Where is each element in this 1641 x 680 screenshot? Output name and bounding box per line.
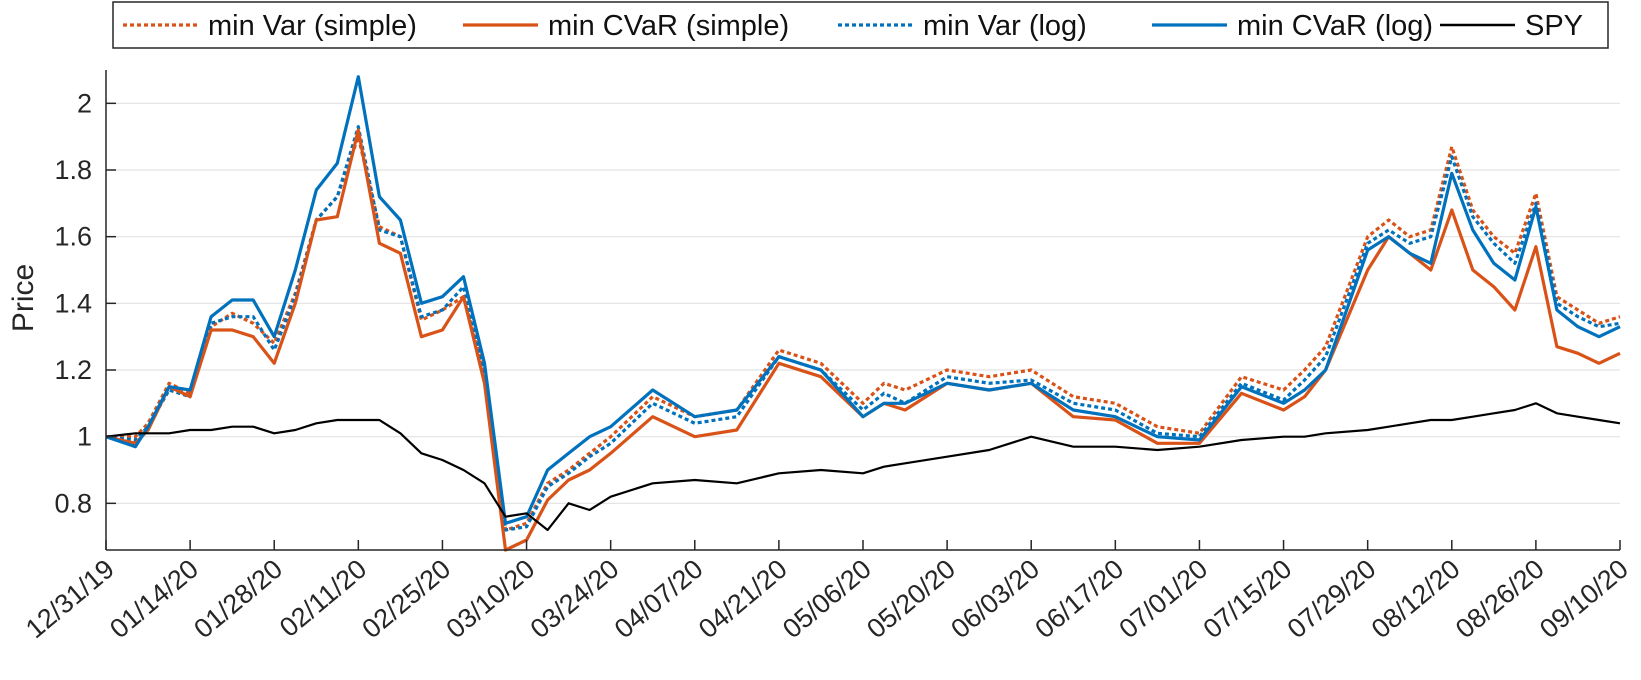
x-tick-label: 05/20/20 [861,554,961,645]
x-tick-label: 03/10/20 [441,554,541,645]
x-tick-label: 07/29/20 [1282,554,1382,645]
x-tick-label: 06/03/20 [945,554,1045,645]
x-tick-label: 07/15/20 [1198,554,1298,645]
x-tick-label: 09/10/20 [1534,554,1634,645]
y-tick-label: 1.2 [54,355,92,385]
x-tick-label: 04/21/20 [693,554,793,645]
axes: Price [7,70,1620,551]
y-tick-label: 1.4 [54,288,92,318]
y-axis-label: Price [7,264,40,332]
tick-labels: 0.8 1 1.2 1.4 1.6 1.8 2 12/31/1901/14/2001/28/2… [20,88,1634,644]
legend: min Var (simple) min CVaR (simple) min Var… [112,1,1609,49]
y-tick-label: 1.8 [54,155,92,185]
legend-label: SPY [1525,10,1583,42]
x-tick-label: 12/31/19 [20,554,120,645]
series-line-min-var-log [105,125,1621,532]
x-tick-label: 05/06/20 [777,554,877,645]
x-tick-label: 01/28/20 [188,554,288,645]
x-tick-label: 04/07/20 [609,554,709,645]
series-line-min-cvar-log [105,75,1621,525]
series-line-min-cvar-simple [105,128,1621,552]
x-tick-label: 08/12/20 [1366,554,1466,645]
x-tick-label: 02/25/20 [356,554,456,645]
legend-label: min Var (log) [923,10,1087,42]
y-tick-label: 1 [77,422,92,452]
y-tick-label: 2 [77,88,92,118]
x-tick-label: 07/01/20 [1113,554,1213,645]
series-line-spy [105,402,1621,532]
legend-label: min Var (simple) [208,10,417,42]
legend-label: min CVaR (simple) [548,10,789,42]
series-lines [105,75,1621,552]
x-tick-label: 03/24/20 [525,554,625,645]
y-tick-label: 1.6 [54,222,92,252]
legend-label: min CVaR (log) [1237,10,1433,42]
series-line-min-var-simple [106,135,1621,532]
x-tick-label: 01/14/20 [104,554,204,645]
x-tick-label: 08/26/20 [1450,554,1550,645]
x-tick-label: 02/11/20 [274,554,372,643]
grid-lines [106,102,1620,504]
y-tick-label: 0.8 [54,488,92,518]
x-tick-label: 06/17/20 [1029,554,1129,645]
